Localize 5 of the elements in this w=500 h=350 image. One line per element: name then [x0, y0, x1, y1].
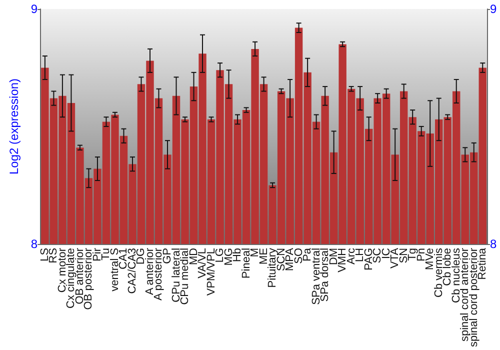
y2-tick-label: 9 [490, 2, 497, 16]
y-axis-title: Log2 (expression) [7, 78, 21, 175]
x-tick-label: Tg [406, 248, 419, 261]
y2-tick-label: 8 [490, 236, 497, 251]
x-tick-label: OB posterior [82, 248, 95, 310]
